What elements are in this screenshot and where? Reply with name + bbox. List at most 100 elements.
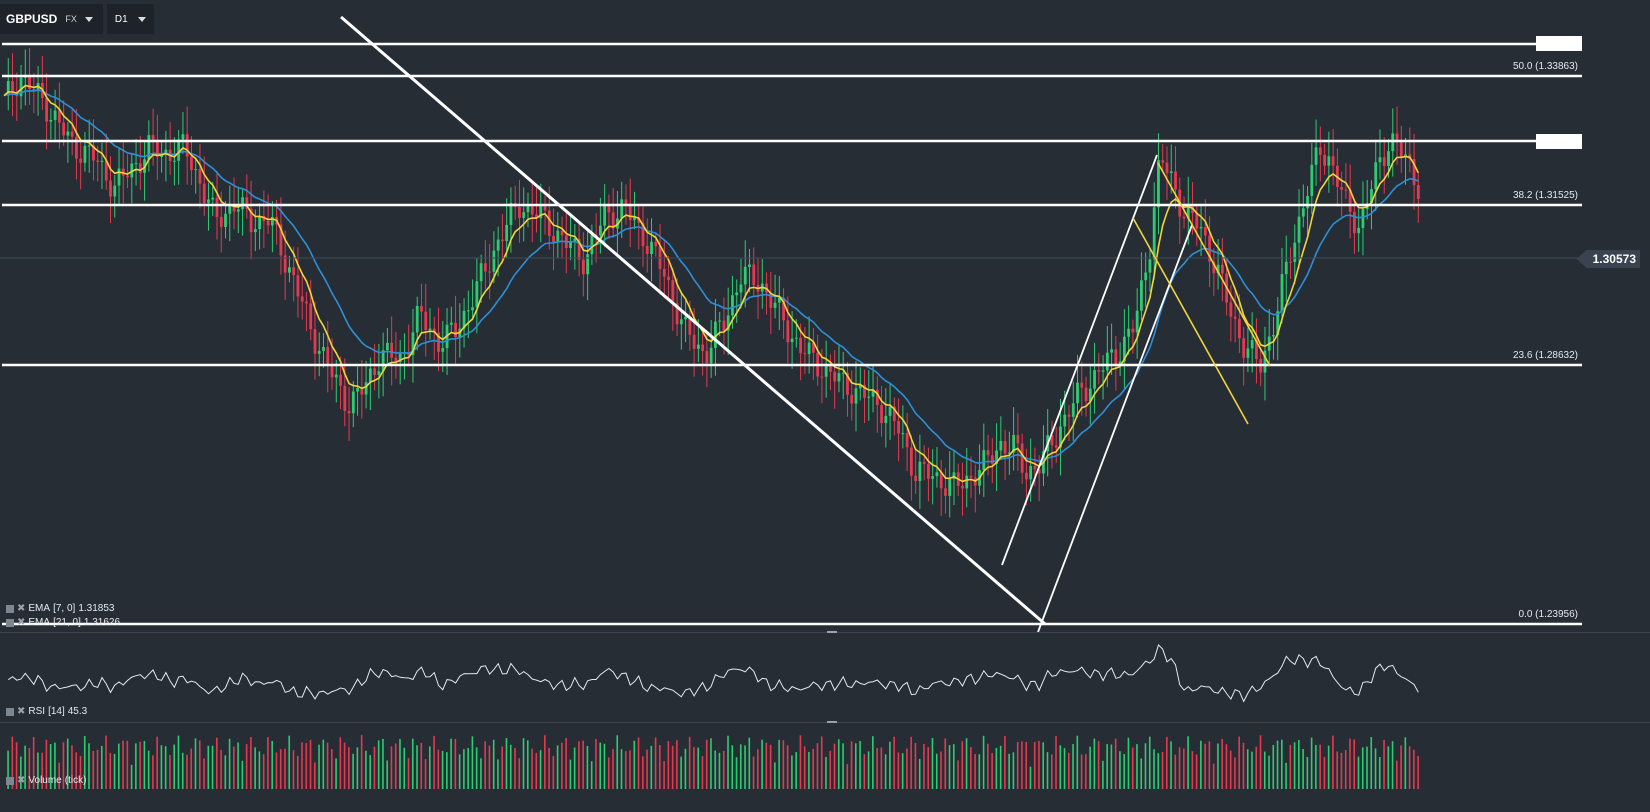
volume-bar — [411, 738, 414, 789]
candle-body — [62, 122, 66, 136]
volume-bar — [382, 738, 384, 789]
volume-bar — [1093, 738, 1096, 789]
close-icon[interactable]: ✖ — [17, 603, 26, 614]
volume-bar — [561, 742, 563, 789]
volume-bar — [722, 750, 725, 789]
pane-resize-handle[interactable] — [827, 631, 837, 633]
candle-body — [253, 229, 257, 233]
volume-bar — [480, 758, 482, 789]
volume-bar — [62, 742, 65, 789]
volume-bar — [113, 753, 116, 789]
volume-bar — [1293, 742, 1296, 789]
volume-bar — [24, 745, 26, 789]
volume-bar — [173, 744, 175, 789]
candle-body — [313, 329, 317, 354]
volume-bar — [318, 744, 320, 789]
ema-slow-name: EMA — [28, 617, 51, 628]
ema-fast-line — [3, 84, 1420, 483]
indicator-settings-icon[interactable] — [6, 604, 14, 613]
candle-body — [735, 292, 739, 296]
volume-bar — [952, 744, 955, 789]
symbol-selector[interactable]: GBPUSD FX — [0, 4, 103, 34]
candle-body — [1067, 414, 1071, 417]
candle-body — [1148, 259, 1152, 273]
volume-bar — [1242, 742, 1245, 789]
indicator-settings-icon[interactable] — [6, 618, 14, 627]
level-label-box[interactable] — [1536, 36, 1582, 51]
candle-body — [705, 350, 709, 364]
candle-body — [1391, 133, 1395, 152]
volume-bar — [437, 749, 440, 789]
volume-bar — [1085, 754, 1087, 789]
volume-bar — [1413, 749, 1415, 789]
pane-separator[interactable] — [0, 632, 1650, 633]
volume-bar — [446, 752, 448, 789]
candle-body — [1050, 435, 1054, 446]
caret-down-icon[interactable] — [137, 16, 146, 22]
candle-body — [1208, 235, 1211, 262]
volume-bar — [586, 745, 589, 789]
candle-body — [19, 77, 23, 97]
volume-bar — [812, 748, 814, 789]
candle-body — [1280, 274, 1284, 312]
volume-bar — [424, 759, 427, 789]
candle-body — [1378, 157, 1382, 163]
volume-bar — [1195, 754, 1198, 789]
candle-body — [675, 303, 679, 325]
candle-body — [726, 315, 730, 331]
volume-bar — [633, 740, 636, 789]
candle-body — [241, 197, 244, 210]
candle-body — [1216, 264, 1220, 274]
timeframe-selector[interactable]: D1 — [106, 4, 154, 34]
candle-body — [662, 268, 666, 277]
candle-body — [1063, 414, 1067, 427]
candle-body — [1344, 189, 1348, 191]
close-icon[interactable]: ✖ — [17, 775, 26, 786]
volume-bar — [1148, 736, 1151, 789]
volume-bar — [254, 747, 256, 789]
volume-bar — [331, 749, 333, 789]
volume-bar — [203, 758, 205, 789]
candle-body — [249, 208, 253, 233]
pane-resize-handle[interactable] — [827, 721, 837, 723]
candle-body — [739, 284, 743, 293]
ema-slow-line — [3, 89, 1419, 465]
volume-bar — [893, 736, 895, 789]
close-icon[interactable]: ✖ — [17, 617, 26, 628]
caret-down-icon[interactable] — [84, 16, 93, 22]
candle-body — [1084, 387, 1088, 402]
volume-bar — [1183, 748, 1185, 789]
volume-bar — [403, 747, 406, 789]
volume-bar — [590, 761, 593, 789]
volume-bar — [288, 735, 291, 789]
fib-level-0-label: 0.0 (1.23956) — [1518, 609, 1579, 620]
candle-body — [1097, 370, 1101, 372]
volume-bar — [1259, 735, 1262, 789]
candle-body — [1007, 452, 1011, 454]
volume-bar — [867, 751, 870, 789]
candle-body — [628, 205, 632, 221]
candle-body — [603, 205, 607, 226]
candle-body — [1157, 160, 1160, 208]
indicator-settings-icon[interactable] — [6, 776, 14, 785]
candle-body — [356, 387, 359, 392]
candle-body — [1374, 162, 1378, 190]
candle-body — [364, 382, 368, 395]
volume-bar — [820, 736, 823, 789]
volume-bar — [275, 752, 278, 789]
pane-separator[interactable] — [0, 722, 1650, 723]
close-icon[interactable]: ✖ — [17, 706, 26, 717]
candle-body — [104, 160, 108, 181]
volume-bar — [216, 737, 218, 789]
volume-bar — [416, 745, 418, 789]
level-label-box[interactable] — [1536, 134, 1582, 149]
volume-bar — [680, 756, 682, 789]
candle-body — [1301, 208, 1305, 217]
candle-body — [901, 433, 905, 435]
candle-body — [837, 373, 841, 382]
indicator-settings-icon[interactable] — [6, 707, 14, 716]
volume-bar — [271, 740, 273, 789]
candle-body — [969, 475, 973, 478]
candle-body — [1195, 213, 1199, 229]
